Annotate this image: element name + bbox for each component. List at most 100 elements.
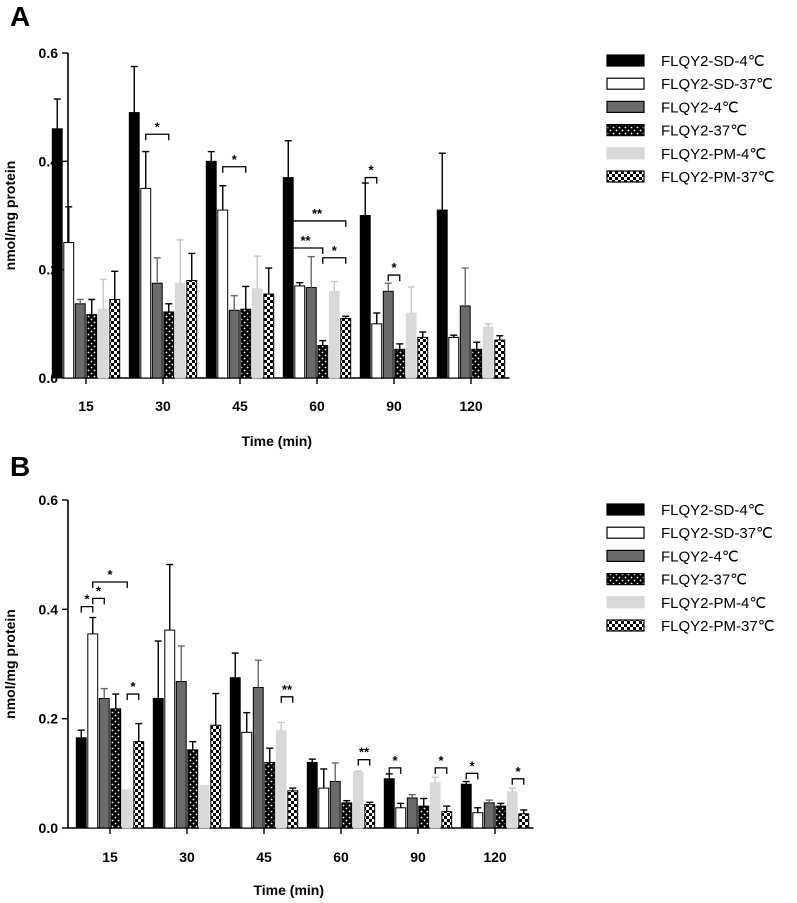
bar (133, 741, 145, 829)
bar (74, 303, 86, 379)
significance-label: * (469, 758, 475, 773)
bar (305, 287, 317, 379)
bar (252, 687, 264, 829)
significance-bracket (511, 778, 525, 785)
x-tick-label: 90 (410, 849, 426, 865)
significance-label: * (391, 260, 397, 275)
panel-letter-a: A (10, 1, 30, 32)
x-axis-title: Time (min) (253, 882, 324, 898)
bar (317, 345, 329, 379)
significance-bracket (80, 605, 94, 613)
bar (429, 782, 441, 829)
bar (340, 317, 352, 379)
bar (121, 789, 133, 829)
legend-label: FLQY2-SD-37℃ (661, 525, 773, 542)
x-tick-label: 15 (78, 398, 94, 414)
bar (418, 805, 430, 829)
bar (352, 771, 364, 829)
significance-label: * (392, 753, 398, 768)
y-axis-title: nmol/mg protein (2, 161, 18, 271)
bar (251, 288, 263, 379)
bar (436, 209, 448, 379)
bar (318, 787, 330, 829)
legend-label: FLQY2-PM-4℃ (661, 595, 766, 612)
significance-bracket (465, 772, 479, 780)
x-tick-label: 30 (155, 398, 171, 414)
legend-label: FLQY2-SD-4℃ (661, 502, 765, 519)
legend-swatch (606, 100, 645, 114)
x-tick-label: 60 (309, 398, 325, 414)
x-tick-label: 120 (459, 398, 483, 414)
legend-swatch (606, 619, 645, 632)
significance-label: * (368, 163, 374, 178)
y-axis-title: nmol/mg protein (2, 609, 18, 719)
bar (98, 697, 110, 829)
significance-label: * (130, 679, 136, 694)
bar (282, 177, 294, 379)
bar (406, 797, 418, 829)
significance-bracket (357, 759, 371, 766)
bar (275, 730, 287, 829)
bar (152, 697, 164, 829)
x-tick-label: 15 (102, 849, 118, 865)
legend-swatch (606, 549, 645, 563)
legend-label: FLQY2-PM-37℃ (661, 169, 775, 186)
legend-label: FLQY2-SD-4℃ (661, 53, 765, 70)
bar (417, 336, 429, 379)
y-tick-label: 0.6 (39, 492, 59, 508)
bar (472, 812, 484, 829)
significance-bracket (222, 166, 247, 173)
x-tick-label: 120 (483, 849, 507, 865)
legend-swatch (606, 572, 645, 586)
bar (329, 781, 341, 829)
significance-bracket (280, 696, 294, 703)
bar (471, 348, 483, 379)
significance-label: * (515, 764, 521, 779)
y-tick-label: 0.2 (39, 711, 59, 727)
legend-label: FLQY2-4℃ (661, 99, 739, 116)
x-tick-label: 60 (333, 849, 349, 865)
bar (460, 783, 472, 829)
significance-label: * (438, 753, 444, 768)
legend-label: FLQY2-37℃ (661, 123, 747, 140)
significance-label: ** (300, 233, 311, 248)
bar (394, 348, 406, 379)
bar (459, 305, 471, 379)
bar (294, 285, 306, 379)
y-tick-label: 0.4 (39, 601, 59, 617)
bar (210, 724, 222, 829)
significance-label: * (96, 583, 102, 598)
bar (217, 209, 229, 379)
significance-label: ** (312, 206, 323, 221)
legend-swatch (606, 170, 645, 183)
legend-swatch (606, 503, 645, 516)
significance-bracket (287, 247, 324, 254)
bar (87, 633, 99, 829)
bar (494, 339, 506, 379)
bar (441, 811, 453, 829)
bar (75, 737, 87, 829)
bar (364, 803, 376, 829)
significance-bracket (322, 257, 347, 264)
bar (483, 802, 495, 829)
bar (151, 282, 163, 379)
bar (51, 128, 63, 379)
bar (518, 813, 530, 829)
significance-bracket (388, 767, 402, 774)
y-tick-label: 0.6 (39, 45, 59, 61)
bar (110, 708, 122, 829)
bar (482, 326, 494, 379)
bar (229, 677, 241, 829)
bar (140, 187, 152, 379)
significance-label: ** (359, 745, 370, 760)
legend-label: FLQY2-37℃ (661, 572, 747, 589)
bar (187, 749, 199, 829)
bar (205, 160, 217, 379)
bar (382, 290, 394, 379)
bar (240, 308, 252, 379)
bar (186, 280, 198, 379)
bar (241, 731, 253, 829)
bar (264, 761, 276, 829)
legend-label: FLQY2-SD-37℃ (661, 76, 773, 93)
